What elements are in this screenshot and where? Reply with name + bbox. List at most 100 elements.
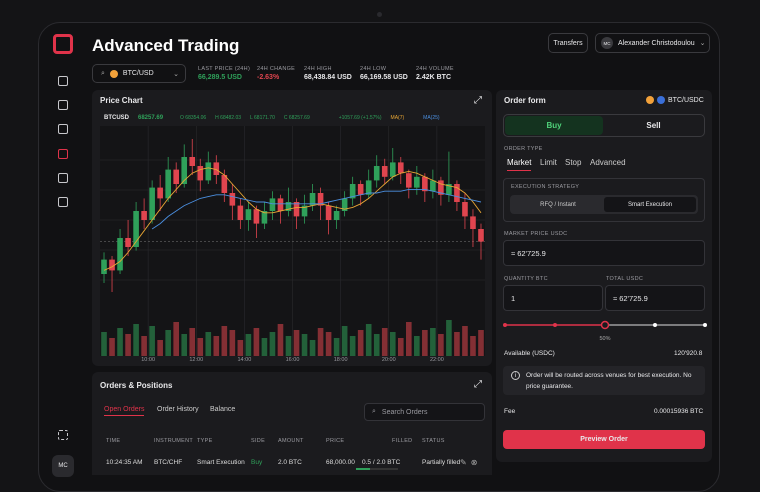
nav-icon[interactable]: [58, 197, 68, 207]
order-type-tab[interactable]: Market: [507, 158, 532, 171]
label: MARKET PRICE USDC: [504, 231, 568, 237]
volume-bar: [237, 340, 244, 356]
candle-body: [414, 176, 420, 188]
ticker-pair: BTC/USD: [122, 70, 154, 77]
volume-bar: [101, 332, 107, 356]
candle-body: [117, 238, 123, 271]
tab[interactable]: Balance: [210, 406, 236, 413]
panel-title: Order form: [504, 96, 546, 105]
volume-bar: [341, 326, 348, 356]
volume-bar: [181, 334, 188, 356]
expand-icon[interactable]: ⤢: [474, 379, 482, 390]
nav-icon[interactable]: [58, 173, 68, 183]
expand-icon[interactable]: ⤢: [474, 95, 482, 106]
candle-body: [333, 211, 340, 220]
stat-value: 2.42K BTC: [416, 74, 452, 81]
symbol: BTCUSD: [104, 115, 129, 121]
field-value: ≈ 62'725.9: [613, 293, 648, 303]
user-button[interactable]: MC Alexander Christodoulou ⌄: [595, 33, 710, 53]
ma25-line: [151, 188, 482, 230]
volume-bar: [133, 324, 139, 356]
avatar[interactable]: MC: [52, 455, 74, 477]
tab[interactable]: Open Orders: [104, 406, 145, 416]
market-price-field[interactable]: ≈ 62'725.9: [503, 240, 705, 266]
fee-value: 0.00015936 BTC: [654, 408, 704, 415]
nav-icon[interactable]: [58, 149, 68, 159]
buy-tab[interactable]: Buy: [505, 116, 603, 135]
fill-bar: [356, 468, 398, 470]
pair-badge: BTC/USDC: [646, 96, 704, 104]
candle-body: [125, 238, 131, 247]
fill-bar-progress: [356, 468, 370, 470]
slider-label: 50%: [599, 336, 610, 342]
row-actions[interactable]: ✎⊗: [460, 458, 482, 467]
nav-icon[interactable]: [58, 100, 68, 110]
x-tick-label: 16:00: [286, 357, 300, 362]
ohlc: C 68257.69: [283, 115, 310, 121]
info-text: Order will be routed across venues for b…: [526, 372, 692, 390]
nav-icon[interactable]: [58, 430, 68, 440]
slider-step: [653, 323, 657, 327]
page-title: Advanced Trading: [92, 36, 240, 55]
nav-icon[interactable]: [58, 76, 68, 86]
candle-body: [430, 180, 436, 192]
candle-body: [189, 157, 196, 166]
order-type-tab[interactable]: Advanced: [590, 158, 626, 167]
label: TOTAL USDC: [606, 276, 644, 282]
candle-body: [381, 166, 388, 177]
total-field[interactable]: ≈ 62'725.9: [605, 285, 705, 311]
transfers-button[interactable]: Transfers: [548, 33, 588, 53]
volume-bar: [149, 326, 155, 356]
strategy-option[interactable]: RFQ / Instant: [540, 201, 576, 208]
column-header: FILLED: [392, 438, 413, 444]
order-type-tab[interactable]: Stop: [565, 158, 582, 167]
order-type-tab[interactable]: Limit: [540, 158, 557, 167]
label: Fee: [504, 408, 516, 415]
preview-order-button[interactable]: Preview Order: [503, 430, 705, 449]
sell-tab[interactable]: Sell: [646, 121, 661, 130]
candle-body: [237, 205, 244, 220]
nav-icon[interactable]: [58, 124, 68, 134]
cell: 68,000.00: [326, 459, 355, 466]
ticker-select[interactable]: ⌕ BTC/USD ⌄: [92, 64, 186, 83]
volume-bar: [357, 330, 364, 356]
volume-bar: [430, 328, 436, 356]
candle-body: [438, 180, 444, 195]
stat-value: 68,438.84 USD: [304, 74, 352, 81]
volume-bar: [365, 324, 372, 356]
volume-bar: [325, 332, 332, 356]
search-placeholder: Search Orders: [381, 408, 428, 416]
strategy-option[interactable]: Smart Execution: [604, 197, 696, 212]
volume-bar: [309, 340, 316, 356]
column-header: STATUS: [422, 438, 445, 444]
volume-bar: [317, 328, 324, 356]
candle-body: [365, 180, 372, 195]
volume-bar: [462, 326, 468, 356]
ma25-label: MA(25): [423, 115, 440, 121]
search-orders[interactable]: ⌕ Search Orders: [364, 403, 485, 421]
column-header: PRICE: [326, 438, 345, 444]
quantity-slider[interactable]: 50%: [500, 318, 710, 344]
volume-bar: [165, 330, 171, 356]
cell: 10:24:35 AM: [106, 459, 143, 466]
chart-legend: BTCUSD 68257.69 O 68354.06 H 68482.03 L 681…: [104, 115, 440, 121]
volume-bar: [125, 334, 131, 356]
volume-bar: [405, 322, 412, 356]
slider-handle[interactable]: [600, 320, 610, 330]
column-header: INSTRUMENT: [154, 438, 194, 444]
logo[interactable]: [53, 34, 73, 54]
label: QUANTITY BTC: [504, 276, 548, 282]
volume-bar: [293, 330, 300, 356]
tab[interactable]: Order History: [157, 406, 199, 413]
candle-body: [229, 193, 236, 206]
candle-body: [454, 184, 460, 202]
candle-body: [478, 229, 484, 242]
x-tick-label: 18:00: [334, 357, 348, 362]
candle-body: [253, 209, 260, 224]
slider-step: [553, 323, 557, 327]
x-tick-label: 20:00: [382, 357, 396, 362]
candle-body: [173, 169, 180, 184]
quantity-field[interactable]: 1: [503, 285, 603, 311]
price: 68257.69: [138, 115, 164, 121]
cell: Partially filled: [422, 459, 461, 466]
